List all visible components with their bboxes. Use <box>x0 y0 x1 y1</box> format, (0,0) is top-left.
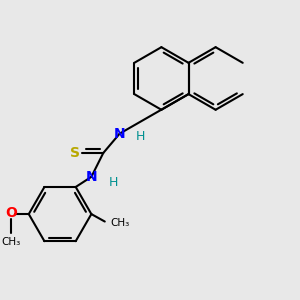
Text: S: S <box>70 146 80 160</box>
Text: O: O <box>5 206 17 220</box>
Text: H: H <box>136 130 145 143</box>
Text: H: H <box>109 176 118 189</box>
Text: CH₃: CH₃ <box>1 237 20 247</box>
Text: N: N <box>114 127 125 141</box>
Text: N: N <box>85 170 97 184</box>
Text: CH₃: CH₃ <box>111 218 130 228</box>
